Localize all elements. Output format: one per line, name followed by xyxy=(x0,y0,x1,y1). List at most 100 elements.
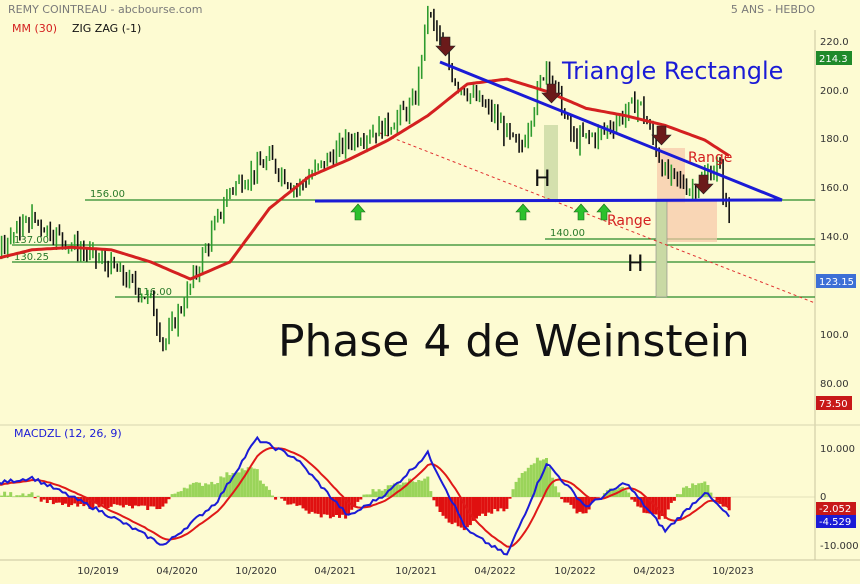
x-tick-label: 04/2022 xyxy=(474,566,516,577)
macd-hist-bar xyxy=(691,483,694,497)
macd-hist-bar xyxy=(509,497,512,499)
macd-hist-bar xyxy=(67,497,70,507)
macd-hist-bar xyxy=(101,497,104,505)
macd-hist-bar xyxy=(265,486,268,497)
macd-hist-bar xyxy=(305,497,308,511)
macd-hist-bar xyxy=(308,497,311,514)
macd-hist-bar xyxy=(375,492,378,498)
macd-hist-bar xyxy=(359,497,362,500)
macd-hist-bar xyxy=(207,484,210,497)
macd-hist-bar xyxy=(396,483,399,497)
chart-period: 5 ANS - HEBDO xyxy=(731,3,815,16)
macd-hist-bar xyxy=(566,497,569,503)
macd-hist-bar xyxy=(46,497,49,503)
macd-hist-bar xyxy=(165,497,168,504)
macd-hist-bar xyxy=(134,497,137,506)
macd-hist-bar xyxy=(125,497,128,505)
macd-hist-bar xyxy=(311,497,314,512)
y-tick-label: 200.0 xyxy=(820,86,849,97)
macd-hist-bar xyxy=(676,494,679,497)
y-tick-label: 140.0 xyxy=(820,232,849,243)
macd-hist-bar xyxy=(116,497,119,505)
macd-hist-bar xyxy=(597,497,600,498)
x-tick-label: 10/2023 xyxy=(712,566,754,577)
macd-hist-bar xyxy=(557,492,560,497)
macd-hist-bar xyxy=(536,458,539,497)
macd-hist-bar xyxy=(52,497,55,504)
legend-ma: MM (30) xyxy=(12,22,57,35)
macd-hist-bar xyxy=(493,497,496,509)
macd-hist-bar xyxy=(70,497,73,505)
macd-hist-bar xyxy=(505,497,508,509)
macd-hist-bar xyxy=(177,492,180,497)
macd-hist-bar xyxy=(128,497,131,506)
macd-hist-bar xyxy=(216,483,219,497)
high-badge-label: 214.3 xyxy=(819,54,848,65)
macd-hist-bar xyxy=(283,497,286,501)
macd-hist-bar xyxy=(110,497,113,507)
macd-hist-bar xyxy=(210,482,213,497)
macd-hist-bar xyxy=(137,497,140,506)
macd-hist-bar xyxy=(362,495,365,497)
macd-hist-bar xyxy=(183,488,186,497)
macd-hist-bar xyxy=(18,495,21,497)
legend-zigzag: ZIG ZAG (-1) xyxy=(72,22,141,35)
macd-hist-bar xyxy=(31,492,34,497)
macd-hist-bar xyxy=(487,497,490,513)
macd-hist-bar xyxy=(204,483,207,497)
macd-hist-bar xyxy=(673,497,676,501)
macd-hist-bar xyxy=(274,497,277,500)
macd-hist-bar xyxy=(411,481,414,497)
x-tick-label: 10/2020 xyxy=(235,566,277,577)
macd-hist-bar xyxy=(43,497,46,500)
macd-hist-bar xyxy=(442,497,445,516)
level-label-140: 140.00 xyxy=(550,228,585,239)
macd-hist-bar xyxy=(259,481,262,498)
macd-hist-bar xyxy=(694,485,697,497)
triangle-base-line xyxy=(315,200,782,201)
macd-hist-bar xyxy=(131,497,134,508)
macd-hist-bar xyxy=(49,497,52,500)
macd-hist-bar xyxy=(140,497,143,506)
macd-hist-bar xyxy=(186,488,189,497)
macd-hist-bar xyxy=(152,497,155,507)
macd-hist-bar xyxy=(289,497,292,504)
macd-hist-bar xyxy=(563,497,566,503)
macd-hist-bar xyxy=(250,467,253,497)
macd-hist-bar xyxy=(158,497,161,509)
macd-hist-bar xyxy=(64,497,67,504)
x-axis-labels: 10/2019 04/2020 10/2020 04/2021 10/2021 … xyxy=(77,566,754,577)
range-label-lower: Range xyxy=(607,213,651,229)
h-label-right: H xyxy=(627,252,644,277)
macd-hist-bar xyxy=(161,497,164,507)
macd-hist-bar xyxy=(667,497,670,510)
macd-y-tick: -10.000 xyxy=(820,541,859,552)
macd-hist-bar xyxy=(679,494,682,497)
macd-hist-bar xyxy=(180,491,183,497)
chart-title: REMY COINTREAU - abcbourse.com xyxy=(8,3,202,16)
macd-hist-bar xyxy=(512,489,515,497)
macd-hist-bar xyxy=(527,468,530,497)
macd-hist-bar xyxy=(542,459,545,497)
macd-hist-bar xyxy=(201,486,204,497)
macd-hist-bar xyxy=(298,497,301,505)
x-tick-label: 04/2021 xyxy=(314,566,356,577)
last-price-badge-label: 123.15 xyxy=(819,277,854,288)
h-label-left: H xyxy=(534,167,551,192)
macd-hist-bar xyxy=(146,497,149,510)
macd-hist-bar xyxy=(445,497,448,519)
macd-hist-bar xyxy=(25,496,28,497)
macd-title: MACDZL (12, 26, 9) xyxy=(14,427,122,440)
macd-hist-bar xyxy=(548,467,551,497)
x-tick-label: 10/2019 xyxy=(77,566,119,577)
triangle-title: Triangle Rectangle xyxy=(561,57,783,85)
macd-hist-bar xyxy=(435,497,438,507)
macd-hist-bar xyxy=(292,497,295,504)
macd-hist-bar xyxy=(198,483,201,497)
macd-hist-bar xyxy=(524,471,527,497)
macd-hist-bar xyxy=(122,497,125,507)
y-tick-label: 180.0 xyxy=(820,134,849,145)
macd-hist-bar xyxy=(213,484,216,497)
macd-hist-bar xyxy=(326,497,329,515)
